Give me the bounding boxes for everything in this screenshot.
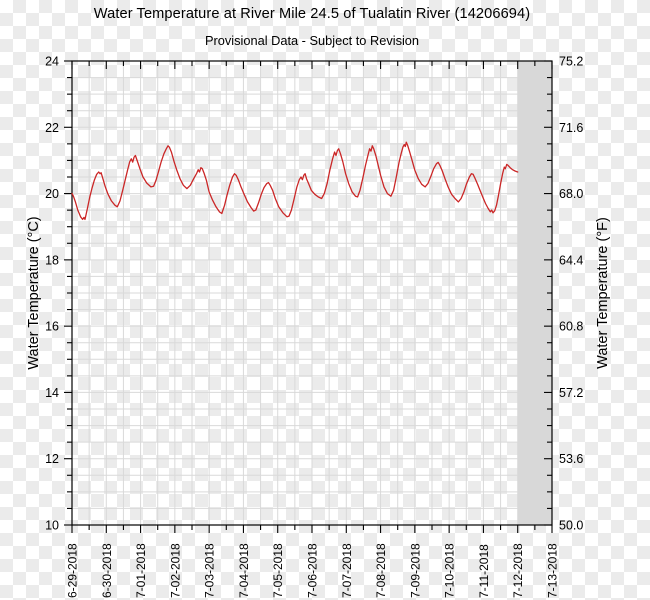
x-tick-label: 7-02-2018 <box>168 543 182 598</box>
x-tick-label: 7-13-2018 <box>546 543 560 598</box>
x-tick-label: 7-07-2018 <box>340 543 354 598</box>
y-right-tick-label: 50.0 <box>559 519 583 533</box>
y-right-tick-label: 64.4 <box>559 253 583 267</box>
x-tick-label: 7-10-2018 <box>443 543 457 598</box>
y-right-tick-label: 71.6 <box>559 121 583 135</box>
y-right-axis-label: Water Temperature (°F) <box>595 217 611 369</box>
y-left-tick-label: 18 <box>45 253 59 267</box>
y-left-tick-label: 12 <box>45 452 59 466</box>
y-left-tick-label: 20 <box>45 187 59 201</box>
y-right-tick-label: 57.2 <box>559 386 583 400</box>
y-right-tick-label: 60.8 <box>559 320 583 334</box>
y-left-tick-label: 16 <box>45 320 59 334</box>
x-tick-label: 7-01-2018 <box>134 543 148 598</box>
y-right-tick-label: 53.6 <box>559 452 583 466</box>
y-left-tick-label: 22 <box>45 121 59 135</box>
x-tick-label: 7-03-2018 <box>203 543 217 598</box>
shaded-band <box>517 61 552 525</box>
temperature-line <box>71 141 519 221</box>
x-tick-label: 6-30-2018 <box>100 543 114 598</box>
y-left-axis-label: Water Temperature (°C) <box>26 216 42 369</box>
x-tick-label: 7-11-2018 <box>477 544 491 598</box>
y-right-tick-label: 75.2 <box>559 55 583 69</box>
y-left-tick-label: 24 <box>45 55 59 69</box>
x-tick-label: 7-06-2018 <box>306 543 320 598</box>
chart-title: Water Temperature at River Mile 24.5 of … <box>93 6 531 22</box>
x-tick-label: 6-29-2018 <box>66 543 80 598</box>
y-left-tick-label: 14 <box>45 386 59 400</box>
y-right-tick-label: 68.0 <box>559 187 583 201</box>
x-tick-label: 7-12-2018 <box>511 543 525 598</box>
x-tick-label: 7-05-2018 <box>271 543 285 598</box>
x-tick-label: 7-08-2018 <box>374 543 388 598</box>
x-tick-label: 7-04-2018 <box>237 543 251 598</box>
y-left-tick-label: 10 <box>45 519 59 533</box>
chart-subtitle: Provisional Data - Subject to Revision <box>204 33 420 48</box>
x-tick-label: 7-09-2018 <box>408 543 422 598</box>
